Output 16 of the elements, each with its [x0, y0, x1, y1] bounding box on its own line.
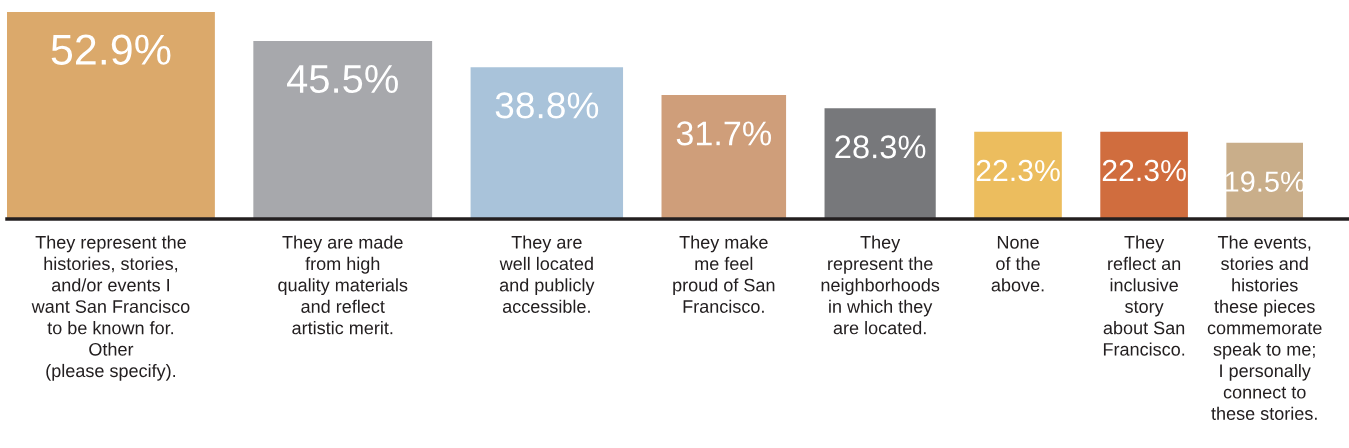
data-label: 22.3%	[1102, 159, 1186, 182]
data-label: 31.7%	[676, 121, 771, 146]
data-label: 28.3%	[835, 135, 926, 159]
x-tick-label: They make me feel proud of San Francisco.	[673, 235, 775, 313]
data-label: 52.9%	[51, 34, 171, 65]
x-tick-label: They represent the neighborhoods in which they are located.	[821, 235, 940, 335]
x-tick-label: They are well located and publicly accessible.	[499, 235, 595, 313]
x-tick-label: They are made from high quality materials and reflect artistic merit.	[278, 235, 408, 335]
x-tick-label: They reflect an inclusive story about San Francisco.	[1103, 235, 1185, 356]
x-tick-label: They represent the histories, stories, and/or events I want San Francisco to be known for. Other (please specify).	[31, 235, 190, 381]
category-label: The events, stories and histories these pieces commemorate speak to me; I personally connect to these stories.	[1207, 235, 1322, 420]
data-label: 19.5%	[1225, 171, 1305, 192]
data-label: 22.3%	[976, 159, 1060, 182]
x-tick-label: None of the above.	[991, 236, 1044, 292]
data-label: 38.8%	[495, 92, 599, 119]
data-label: 45.5%	[287, 64, 398, 94]
